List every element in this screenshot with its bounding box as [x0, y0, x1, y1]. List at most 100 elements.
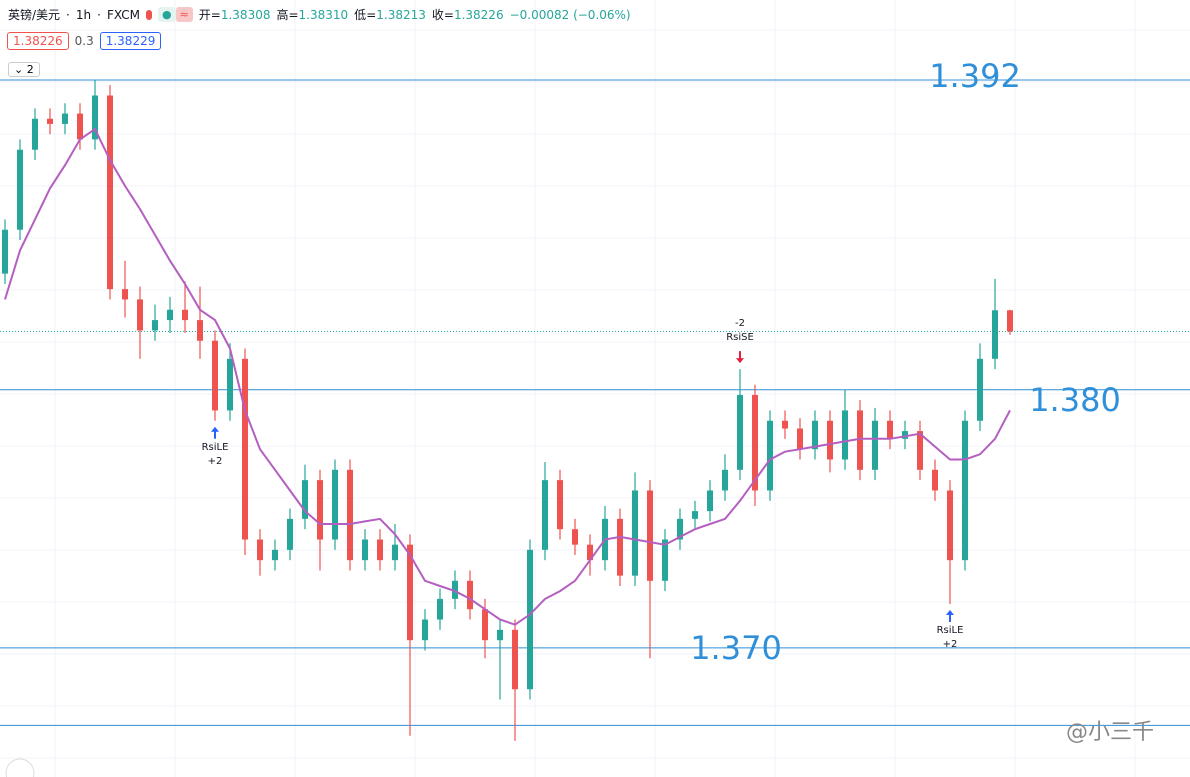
signal-qty: -2 — [735, 318, 745, 329]
candle-body — [782, 420, 788, 429]
candle-body — [47, 118, 53, 124]
status-wave[interactable]: ≈ — [175, 7, 193, 22]
candle-body — [932, 469, 938, 491]
candle-body — [62, 113, 68, 124]
candle-body — [662, 539, 668, 581]
candle-body — [902, 431, 908, 439]
candle-body — [407, 544, 413, 641]
candle-body — [167, 309, 173, 321]
candle-body — [527, 549, 533, 690]
candle-body — [302, 480, 308, 519]
high-label: 高 — [276, 8, 289, 22]
candle-body — [437, 598, 443, 620]
logo — [5, 758, 35, 777]
candle-body — [617, 518, 623, 576]
candle-body — [317, 480, 323, 540]
candle-body — [917, 431, 923, 470]
candle-body — [737, 394, 743, 470]
candle-body — [77, 113, 83, 140]
candle-body — [2, 229, 8, 274]
open-label: 开 — [198, 8, 211, 22]
signal-label: RsiSE — [726, 332, 754, 343]
candle-body — [452, 580, 458, 599]
legend-header: 英镑/美元 · 1h · FXCM ● ≈ 开=1.38308 高=1.38310 低… — [8, 7, 631, 22]
candle-body — [842, 410, 848, 460]
signal-qty: +2 — [208, 456, 223, 467]
candle-body — [482, 609, 488, 641]
close-label: 收 — [431, 8, 444, 22]
quote-row: 1.38226 0.3 1.38229 — [7, 32, 162, 50]
low: 低=1.38213 — [354, 8, 426, 22]
candle-body — [152, 320, 158, 331]
candle-body — [227, 358, 233, 411]
candle-body — [422, 619, 428, 641]
candle-body — [797, 428, 803, 450]
candle-body — [692, 511, 698, 519]
candle-body — [257, 539, 263, 561]
source: FXCM — [106, 7, 140, 22]
candle-body — [977, 358, 983, 421]
candle-body — [827, 420, 833, 460]
candle-body — [17, 149, 23, 230]
candle-body — [362, 539, 368, 561]
candle-body — [542, 480, 548, 550]
ask[interactable]: 1.38229 — [99, 32, 162, 50]
candle-body — [707, 490, 713, 512]
symbol: 英镑/美元 — [8, 8, 61, 22]
candle-body — [212, 340, 218, 411]
candle-body — [107, 95, 113, 290]
high: 高=1.38310 — [276, 8, 349, 22]
change: −0.00082 (−0.06%) — [509, 7, 631, 22]
close-value: 1.38226 — [453, 8, 504, 22]
candle-body — [557, 480, 563, 530]
candle-body — [992, 310, 998, 359]
bid[interactable]: 1.38226 — [7, 32, 69, 50]
close: 收=1.38226 — [431, 8, 504, 22]
candle-body — [242, 358, 248, 540]
spread: 0.3 — [74, 34, 94, 48]
candle-body — [332, 469, 338, 540]
layers-toggle[interactable]: ⌄ 2 — [8, 62, 40, 77]
candle-body — [377, 539, 383, 561]
status-dot[interactable]: ● — [157, 7, 176, 22]
candle-body — [947, 490, 953, 561]
candle-body — [122, 289, 128, 300]
signal-label: RsiLE — [202, 442, 229, 453]
candle-body — [512, 629, 518, 690]
level-label: 1.392 — [929, 57, 1021, 95]
candle-body — [857, 410, 863, 470]
signal-qty: +2 — [943, 639, 958, 650]
candle-body — [722, 469, 728, 491]
candle-body — [287, 518, 293, 550]
candle-body — [92, 95, 98, 140]
candle-body — [1007, 310, 1013, 332]
candle-body — [137, 299, 143, 331]
candle-body — [587, 544, 593, 561]
candle-body — [347, 469, 353, 561]
candle-body — [767, 420, 773, 491]
moving-average — [4, 127, 1011, 626]
candle-body — [872, 420, 878, 470]
candle-body — [812, 420, 818, 450]
candle-body — [887, 420, 893, 439]
interval: 1h — [75, 7, 92, 22]
watermark: @小三千 — [1066, 720, 1154, 745]
layers-count: 2 — [26, 63, 34, 76]
open: 开=1.38308 — [198, 8, 271, 22]
signal-arrow — [211, 426, 219, 439]
candle-body — [197, 320, 203, 341]
candle-body — [677, 518, 683, 540]
candle-body — [392, 544, 398, 561]
signal-label: RsiLE — [937, 625, 964, 636]
candle-body — [632, 490, 638, 576]
candle-body — [182, 309, 188, 321]
candle-body — [467, 580, 473, 610]
candle-body — [647, 490, 653, 581]
level-label: 1.370 — [690, 629, 782, 667]
signal-arrow — [946, 610, 954, 623]
candle-body — [752, 394, 758, 491]
signal-arrow — [736, 351, 744, 364]
flag — [145, 9, 152, 20]
